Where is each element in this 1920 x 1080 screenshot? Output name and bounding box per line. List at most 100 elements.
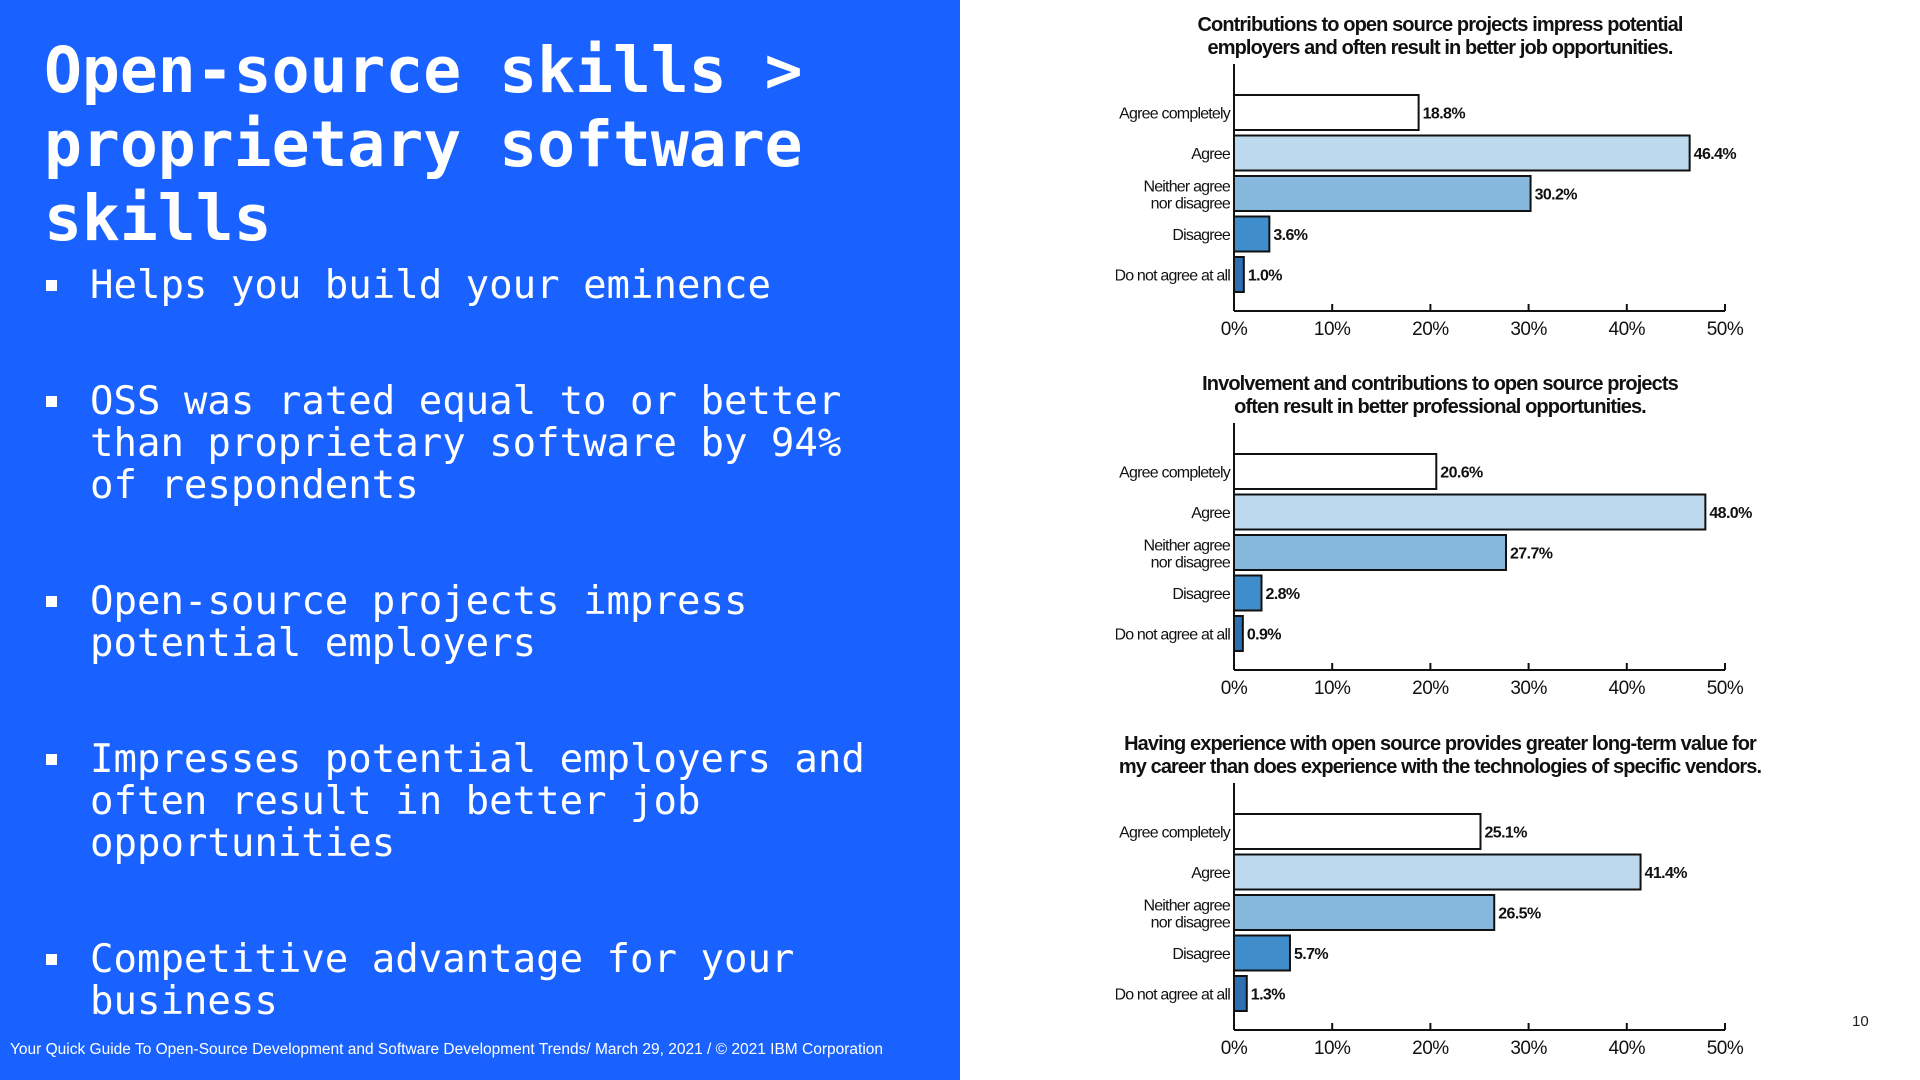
bullet-item: Competitive advantage for your business xyxy=(44,939,924,1023)
chart-bar xyxy=(1233,574,1263,612)
chart-bar xyxy=(1233,134,1691,172)
bar-value-label: 27.7% xyxy=(1510,546,1553,563)
bar-value-label: 3.6% xyxy=(1273,227,1307,244)
chart-title: often result in better professional oppo… xyxy=(1234,396,1646,418)
chart-bar xyxy=(1233,615,1244,652)
chart-title: employers and often result in better job… xyxy=(1208,37,1673,59)
bullet-line: of respondents xyxy=(90,463,419,508)
x-tick-label: 0% xyxy=(1221,319,1248,340)
chart-bar xyxy=(1233,534,1508,571)
slide-title-line: Open-source skills > xyxy=(44,34,803,107)
category-label: nor disagree xyxy=(1151,555,1231,572)
bullet-line: than proprietary software by 94% xyxy=(90,421,842,466)
x-tick-label: 0% xyxy=(1221,1038,1248,1059)
bar-value-label: 26.5% xyxy=(1498,906,1541,923)
bar-value-label: 41.4% xyxy=(1645,865,1688,882)
x-tick-label: 40% xyxy=(1609,1038,1646,1059)
bullet-marker xyxy=(46,754,57,765)
category-label: Agree xyxy=(1191,146,1231,163)
chart-bar xyxy=(1233,894,1496,931)
x-tick-label: 30% xyxy=(1510,678,1547,699)
x-tick-label: 30% xyxy=(1510,1038,1547,1059)
bullet-marker xyxy=(46,280,57,291)
x-tick-label: 10% xyxy=(1314,678,1351,699)
chart-bar xyxy=(1233,493,1707,531)
category-label: Do not agree at all xyxy=(1116,987,1230,1004)
x-tick-label: 20% xyxy=(1412,678,1449,699)
x-tick-label: 50% xyxy=(1707,1038,1744,1059)
x-tick-label: 20% xyxy=(1412,1038,1449,1059)
slide-title: Open-source skills > proprietary softwar… xyxy=(44,34,924,256)
slide-title-line: skills xyxy=(44,182,272,255)
chart-bar xyxy=(1233,175,1532,212)
x-tick-label: 40% xyxy=(1609,319,1646,340)
category-label: Agree xyxy=(1191,505,1231,522)
bullet-item: Impresses potential employers and often … xyxy=(44,739,924,865)
category-label: Neither agree xyxy=(1143,538,1230,555)
chart-bar xyxy=(1233,256,1245,293)
chart-title: Involvement and contributions to open so… xyxy=(1202,373,1678,395)
bullet-line: opportunities xyxy=(90,821,396,866)
chart-figure: Contributions to open source projects im… xyxy=(1116,0,1764,1080)
bullet-line: OSS was rated equal to or better xyxy=(90,379,842,424)
x-tick-label: 10% xyxy=(1314,1038,1351,1059)
category-label: nor disagree xyxy=(1151,915,1231,932)
chart-title: Having experience with open source provi… xyxy=(1124,733,1757,755)
bullet-line: business xyxy=(90,979,278,1024)
bar-value-label: 48.0% xyxy=(1709,505,1752,522)
category-label: nor disagree xyxy=(1151,196,1231,213)
bullet-item: Helps you build your eminence xyxy=(44,265,924,307)
bar-value-label: 1.0% xyxy=(1248,268,1282,285)
page-number: 10 xyxy=(1852,1013,1869,1030)
bullet-line: Helps you build your eminence xyxy=(90,263,771,308)
bar-value-label: 2.8% xyxy=(1265,586,1299,603)
bullet-line: Open-source projects impress xyxy=(90,579,748,624)
bullet-line: potential employers xyxy=(90,621,537,666)
category-label: Disagree xyxy=(1172,227,1231,244)
chart-bar xyxy=(1233,215,1271,253)
category-label: Disagree xyxy=(1172,946,1231,963)
chart-bar xyxy=(1233,813,1482,850)
bar-value-label: 0.9% xyxy=(1247,627,1281,644)
bar-value-label: 1.3% xyxy=(1251,987,1285,1004)
slide-title-line: proprietary software xyxy=(44,108,803,181)
bullet-line: often result in better job xyxy=(90,779,701,824)
category-label: Neither agree xyxy=(1143,179,1230,196)
category-label: Do not agree at all xyxy=(1116,627,1230,644)
bar-value-label: 46.4% xyxy=(1694,146,1737,163)
bullet-line: Competitive advantage for your xyxy=(90,937,795,982)
bar-value-label: 18.8% xyxy=(1423,106,1466,123)
chart-bar xyxy=(1233,975,1248,1012)
x-tick-label: 10% xyxy=(1314,319,1351,340)
bullet-marker xyxy=(46,596,57,607)
x-tick-label: 30% xyxy=(1510,319,1547,340)
footer-text: Your Quick Guide To Open-Source Developm… xyxy=(10,1041,884,1058)
category-label: Agree completely xyxy=(1119,465,1231,482)
bar-value-label: 20.6% xyxy=(1440,465,1483,482)
x-tick-label: 20% xyxy=(1412,319,1449,340)
bar-value-label: 30.2% xyxy=(1535,187,1578,204)
bullet-marker xyxy=(46,954,57,965)
bar-value-label: 5.7% xyxy=(1294,946,1328,963)
bar-value-label: 25.1% xyxy=(1484,825,1527,842)
left-panel: Open-source skills > proprietary softwar… xyxy=(0,0,960,1080)
survey-bar-charts: Contributions to open source projects im… xyxy=(1116,14,1762,1059)
x-tick-label: 50% xyxy=(1707,678,1744,699)
category-label: Disagree xyxy=(1172,586,1231,603)
category-label: Agree completely xyxy=(1119,825,1231,842)
chart-bar xyxy=(1233,934,1291,972)
chart-title: my career than does experience with the … xyxy=(1119,756,1762,778)
category-label: Neither agree xyxy=(1143,898,1230,915)
x-tick-label: 40% xyxy=(1609,678,1646,699)
chart-title: Contributions to open source projects im… xyxy=(1197,14,1682,36)
chart-bar xyxy=(1233,94,1420,131)
category-label: Agree xyxy=(1191,865,1231,882)
category-label: Agree completely xyxy=(1119,106,1231,123)
x-tick-label: 50% xyxy=(1707,319,1744,340)
bullet-marker xyxy=(46,396,57,407)
bullet-line: Impresses potential employers and xyxy=(90,737,865,782)
chart-bar xyxy=(1233,853,1642,891)
category-label: Do not agree at all xyxy=(1116,268,1230,285)
bullet-item: Open-source projects impress potential e… xyxy=(44,581,924,665)
x-tick-label: 0% xyxy=(1221,678,1248,699)
